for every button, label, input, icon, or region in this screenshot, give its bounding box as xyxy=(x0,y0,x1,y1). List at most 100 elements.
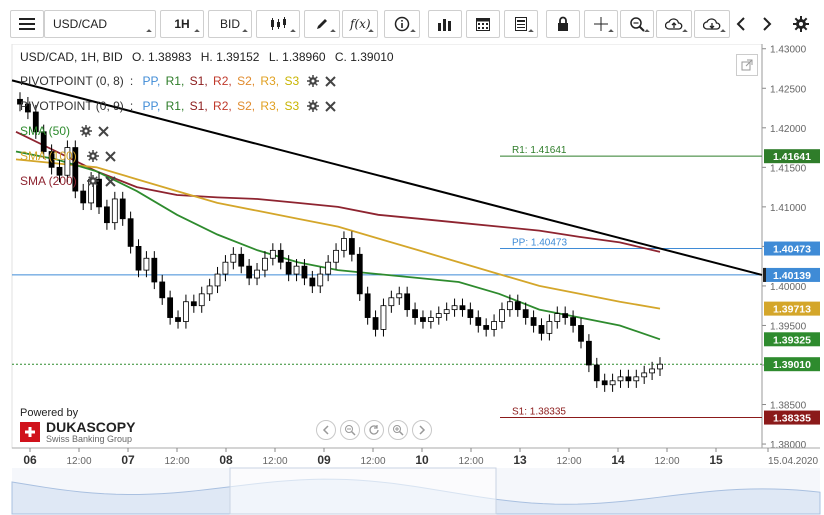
zoom-in-button[interactable] xyxy=(388,420,408,440)
key-r2: R2, xyxy=(213,74,232,88)
previous-button[interactable] xyxy=(730,10,752,38)
candle xyxy=(657,363,663,370)
candle xyxy=(530,317,537,326)
key-colon: : xyxy=(129,99,134,113)
legend-sma-50[interactable]: SMA (50) xyxy=(20,124,109,138)
volume-button[interactable] xyxy=(428,10,462,38)
candle xyxy=(601,380,608,386)
price-chart[interactable]: 1.430001.425001.420001.415001.410001.405… xyxy=(0,44,824,515)
key-s2: S2, xyxy=(237,99,256,113)
x-tick-label: 09 xyxy=(317,453,331,467)
candle xyxy=(427,317,434,322)
candle xyxy=(96,178,102,208)
settings-button[interactable] xyxy=(788,10,814,38)
price-tag xyxy=(764,357,820,372)
price-tag xyxy=(764,410,820,425)
expand-button[interactable] xyxy=(736,54,758,76)
refresh-icon xyxy=(369,425,379,435)
draw-tool-button[interactable] xyxy=(304,10,340,38)
candle xyxy=(159,281,166,299)
scroll-right-button[interactable] xyxy=(412,420,432,440)
candle xyxy=(246,265,253,279)
x-tick-label: 12:00 xyxy=(164,456,189,467)
candle xyxy=(269,249,276,259)
calendar-button[interactable] xyxy=(466,10,500,38)
candle xyxy=(333,249,339,263)
download-button[interactable] xyxy=(694,10,730,38)
close-icon[interactable] xyxy=(325,75,336,87)
price-tag xyxy=(764,241,820,256)
candle xyxy=(420,317,426,322)
gear-icon[interactable] xyxy=(86,150,99,162)
x-tick-label: 15 xyxy=(709,453,723,467)
brand-logo: DUKASCOPY Swiss Banking Group xyxy=(20,420,135,444)
crosshair-button[interactable] xyxy=(584,10,618,38)
close-icon[interactable] xyxy=(325,100,336,112)
reset-zoom-button[interactable] xyxy=(364,420,384,440)
lock-button[interactable] xyxy=(546,10,580,38)
zoom-in-icon xyxy=(393,425,404,436)
candle xyxy=(404,293,411,311)
x-tick-label: 12:00 xyxy=(654,456,679,467)
x-tick-label: 15.04.2020 xyxy=(768,456,818,467)
candle xyxy=(17,98,23,105)
x-tick-label: 14 xyxy=(611,453,625,467)
pivot2-label: PIVOTPOINT (0, 9) xyxy=(20,99,124,113)
upload-button[interactable] xyxy=(656,10,692,38)
menu-button[interactable] xyxy=(10,10,44,38)
zoom-out-button[interactable] xyxy=(340,420,360,440)
sma100-label: SMA (100) xyxy=(20,149,77,163)
zoom-button[interactable] xyxy=(620,10,654,38)
close-icon[interactable] xyxy=(104,150,116,162)
y-tick-label: 1.41000 xyxy=(770,203,807,214)
symbol-selector[interactable]: USD/CAD xyxy=(44,10,156,38)
key-s2: S2, xyxy=(237,74,256,88)
pivot-s1-label: S1: 1.38335 xyxy=(512,407,566,418)
side-selector[interactable]: BID xyxy=(208,10,252,38)
legend-sma-100[interactable]: SMA (100) xyxy=(20,149,116,163)
candle xyxy=(135,245,142,271)
symbol-label: USD/CAD xyxy=(53,17,108,31)
news-button[interactable] xyxy=(504,10,538,38)
gear-icon[interactable] xyxy=(307,100,320,112)
key-s1: S1, xyxy=(189,74,208,88)
gear-icon[interactable] xyxy=(86,175,99,187)
scroll-left-button[interactable] xyxy=(316,420,336,440)
close-icon[interactable] xyxy=(98,125,109,137)
price-tag xyxy=(764,267,820,282)
timeframe-selector[interactable]: 1H xyxy=(160,10,204,38)
candle xyxy=(40,131,47,152)
price-tag xyxy=(764,332,820,347)
cloud-download-icon xyxy=(703,18,721,30)
pivot-pp-label: PP: 1.40473 xyxy=(512,238,567,249)
document-icon xyxy=(515,17,527,31)
candle xyxy=(625,376,632,382)
function-icon: f(x) xyxy=(349,17,371,31)
legend-pivot-2[interactable]: PIVOTPOINT (0, 9) : PP, R1, S1, R2, S2, … xyxy=(20,99,336,113)
candle xyxy=(309,277,316,287)
sma100-line xyxy=(15,158,661,310)
candle xyxy=(214,273,221,287)
candle xyxy=(364,293,371,318)
candles-icon xyxy=(271,17,286,30)
candle xyxy=(388,297,395,307)
indicators-button[interactable]: f(x) xyxy=(342,10,378,38)
sma50-line xyxy=(15,150,661,341)
info-button[interactable] xyxy=(384,10,420,38)
bar-chart-icon xyxy=(438,19,451,31)
gear-icon[interactable] xyxy=(307,75,320,87)
chart-type-button[interactable] xyxy=(256,10,300,38)
legend-pivot-1[interactable]: PIVOTPOINT (0, 8) : PP, R1, S1, R2, S2, … xyxy=(20,74,336,88)
key-colon: : xyxy=(129,74,134,88)
close-icon[interactable] xyxy=(104,175,116,187)
pivot2-keys: : PP, R1, S1, R2, S2, R3, S3 xyxy=(130,99,301,113)
gear-icon[interactable] xyxy=(80,125,93,137)
brand-name: DUKASCOPY xyxy=(46,419,136,435)
candle xyxy=(593,364,600,382)
legend-sma-200[interactable]: SMA (200) xyxy=(20,174,116,188)
y-tick-label: 1.39500 xyxy=(770,321,807,332)
candle xyxy=(80,190,87,204)
candle xyxy=(143,257,150,271)
next-button[interactable] xyxy=(756,10,778,38)
instrument-label: USD/CAD, 1H, BID xyxy=(20,50,123,64)
